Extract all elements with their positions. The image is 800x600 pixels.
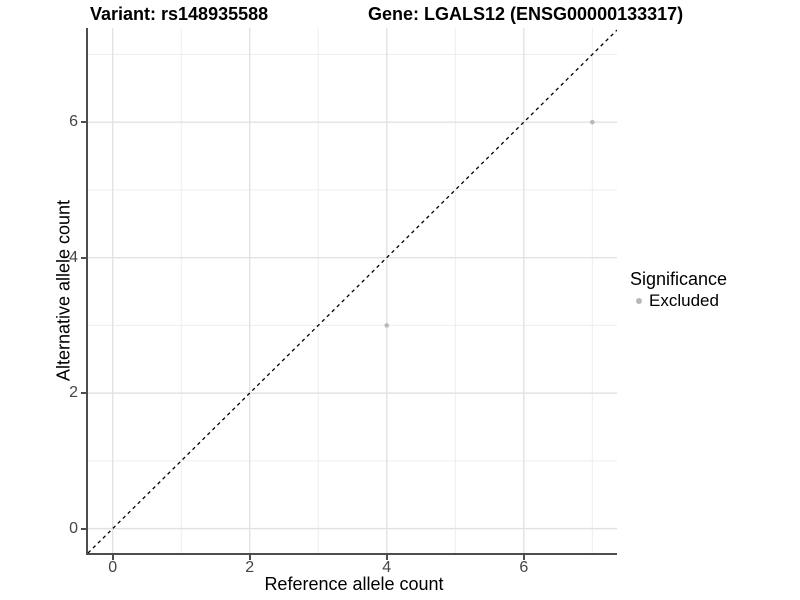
y-tick-label: 0 <box>69 519 78 537</box>
legend-item-label: Excluded <box>649 291 719 310</box>
legend-point-swatch-icon <box>636 298 642 304</box>
data-point <box>590 119 595 125</box>
x-axis-line <box>86 553 617 555</box>
y-axis-line <box>86 28 88 555</box>
x-tick-label: 2 <box>245 559 255 576</box>
y-tick-label: 4 <box>69 248 78 266</box>
legend: Significance Excluded <box>630 268 727 311</box>
y-tick-mark <box>81 527 86 530</box>
x-tick-mark <box>248 555 251 560</box>
y-tick-label: 2 <box>69 384 78 402</box>
x-tick-mark <box>111 555 114 560</box>
y-axis-title: Alternative allele count <box>53 199 74 382</box>
y-tick-label: 6 <box>69 113 78 131</box>
plot-panel <box>88 28 617 553</box>
x-tick-label: 0 <box>108 559 118 576</box>
legend-title: Significance <box>630 269 728 289</box>
x-tick-mark <box>385 555 388 560</box>
x-tick-mark <box>522 555 525 560</box>
legend-item-excluded: Excluded <box>630 291 727 311</box>
identity-line <box>88 29 617 553</box>
y-tick-mark <box>81 256 86 259</box>
x-tick-label: 4 <box>382 559 392 576</box>
x-tick-label: 6 <box>519 559 529 576</box>
x-axis-title: Reference allele count <box>264 574 444 594</box>
y-tick-mark <box>81 392 86 395</box>
plot-title-gene: Gene: LGALS12 (ENSG00000133317) <box>368 4 684 24</box>
plot-title-variant: Variant: rs148935588 <box>90 4 269 24</box>
data-point <box>384 323 390 328</box>
y-tick-mark <box>81 121 86 124</box>
